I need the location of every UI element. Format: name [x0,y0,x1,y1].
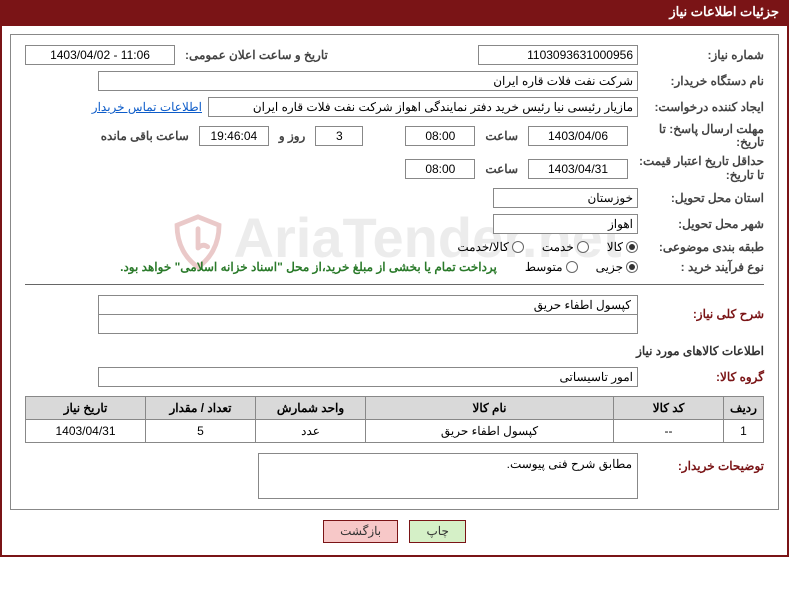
price-validity-hour-label: ساعت [481,162,522,176]
divider [25,284,764,285]
th-date: تاریخ نیاز [26,396,146,419]
radio-jozii[interactable]: جزیی [596,260,638,274]
price-validity-label: حداقل تاریخ اعتبار قیمت: تا تاریخ: [634,155,764,181]
radio-circle-icon [512,241,524,253]
purchase-note: پرداخت تمام یا بخشی از مبلغ خرید،از محل … [120,260,497,274]
requester-label: ایجاد کننده درخواست: [644,100,764,114]
row-need-number: شماره نیاز: 1103093631000956 تاریخ و ساع… [25,45,764,65]
subject-class-options: کالا خدمت کالا/خدمت [457,240,638,254]
row-purchase-type: نوع فرآیند خرید : جزیی متوسط پرداخت تمام… [25,260,764,274]
goods-group-value: امور تاسیساتی [98,367,638,387]
back-button[interactable]: بازگشت [323,520,398,543]
row-general-desc: شرح کلی نیاز: کپسول اطفاء حریق [25,295,764,334]
announce-label: تاریخ و ساعت اعلان عمومی: [181,48,332,62]
announce-value: 1403/04/02 - 11:06 [25,45,175,65]
table-header-row: ردیف کد کالا نام کالا واحد شمارش تعداد /… [26,396,764,419]
radio-circle-icon [566,261,578,273]
row-city: شهر محل تحویل: اهواز [25,214,764,234]
deadline-remaining-label: ساعت باقی مانده [97,129,193,143]
row-province: استان محل تحویل: خوزستان [25,188,764,208]
radio-kala[interactable]: کالا [607,240,638,254]
th-qty: تعداد / مقدار [146,396,256,419]
radio-khedmat-label: خدمت [542,240,574,254]
th-code: کد کالا [614,396,724,419]
deadline-hour-label: ساعت [481,129,522,143]
row-requester: ایجاد کننده درخواست: مازیار رئیسی نیا رئ… [25,97,764,117]
radio-kala-khedmat[interactable]: کالا/خدمت [457,240,523,254]
city-label: شهر محل تحویل: [644,217,764,231]
footer-buttons: چاپ بازگشت [10,510,779,547]
td-code: -- [614,419,724,442]
td-qty: 5 [146,419,256,442]
row-subject-class: طبقه بندی موضوعی: کالا خدمت کالا/خدمت [25,240,764,254]
deadline-date: 1403/04/06 [528,126,628,146]
row-goods-group: گروه کالا: امور تاسیساتی [25,364,764,390]
province-value: خوزستان [493,188,638,208]
goods-group-label: گروه کالا: [644,370,764,384]
print-button[interactable]: چاپ [409,520,465,543]
deadline-label: مهلت ارسال پاسخ: تا تاریخ: [634,123,764,149]
city-value: اهواز [493,214,638,234]
td-name: کپسول اطفاء حریق [366,419,614,442]
radio-motavasset[interactable]: متوسط [525,260,578,274]
deadline-days: 3 [315,126,363,146]
need-number-value: 1103093631000956 [478,45,638,65]
buyer-notes-value: مطابق شرح فنی پیوست. [258,453,638,499]
general-desc-value: کپسول اطفاء حریق [99,296,637,315]
goods-section-title: اطلاعات کالاهای مورد نیاز [25,344,764,358]
general-desc-body [99,315,637,333]
subject-class-label: طبقه بندی موضوعی: [644,240,764,254]
row-price-validity: حداقل تاریخ اعتبار قیمت: تا تاریخ: 1403/… [25,155,764,181]
th-unit: واحد شمارش [256,396,366,419]
panel-header: جزئیات اطلاعات نیاز [0,0,789,24]
buyer-org-value: شرکت نفت فلات قاره ایران [98,71,638,91]
content: شماره نیاز: 1103093631000956 تاریخ و ساع… [25,45,764,499]
radio-khedmat[interactable]: خدمت [542,240,589,254]
deadline-hour: 08:00 [405,126,475,146]
th-idx: ردیف [724,396,764,419]
buyer-org-label: نام دستگاه خریدار: [644,74,764,88]
radio-jozii-label: جزیی [596,260,623,274]
price-validity-hour: 08:00 [405,159,475,179]
deadline-remaining-time: 19:46:04 [199,126,269,146]
radio-kala-label: کالا [607,240,623,254]
td-unit: عدد [256,419,366,442]
buyer-contact-link[interactable]: اطلاعات تماس خریدار [92,100,202,114]
deadline-days-and: روز و [275,129,310,143]
th-name: نام کالا [366,396,614,419]
radio-dot-icon [626,241,638,253]
radio-circle-icon [577,241,589,253]
goods-table: ردیف کد کالا نام کالا واحد شمارش تعداد /… [25,396,764,443]
general-desc-label: شرح کلی نیاز: [644,307,764,321]
inner-frame: AriaTender.net شماره نیاز: 1103093631000… [10,34,779,510]
row-buyer-org: نام دستگاه خریدار: شرکت نفت فلات قاره ای… [25,71,764,91]
buyer-notes-label: توضیحات خریدار: [644,459,764,473]
table-row: 1 -- کپسول اطفاء حریق عدد 5 1403/04/31 [26,419,764,442]
outer-frame: AriaTender.net شماره نیاز: 1103093631000… [0,24,789,557]
radio-dot-icon [626,261,638,273]
province-label: استان محل تحویل: [644,191,764,205]
price-validity-date: 1403/04/31 [528,159,628,179]
radio-kala-khedmat-label: کالا/خدمت [457,240,508,254]
radio-motavasset-label: متوسط [525,260,563,274]
td-date: 1403/04/31 [26,419,146,442]
purchase-type-label: نوع فرآیند خرید : [644,260,764,274]
row-deadline: مهلت ارسال پاسخ: تا تاریخ: 1403/04/06 سا… [25,123,764,149]
td-idx: 1 [724,419,764,442]
row-buyer-notes: توضیحات خریدار: مطابق شرح فنی پیوست. [25,453,764,499]
panel-title: جزئیات اطلاعات نیاز [669,4,779,19]
requester-value: مازیار رئیسی نیا رئیس خرید دفتر نمایندگی… [208,97,638,117]
general-desc-box: کپسول اطفاء حریق [98,295,638,334]
purchase-type-options: جزیی متوسط [525,260,638,274]
need-number-label: شماره نیاز: [644,48,764,62]
